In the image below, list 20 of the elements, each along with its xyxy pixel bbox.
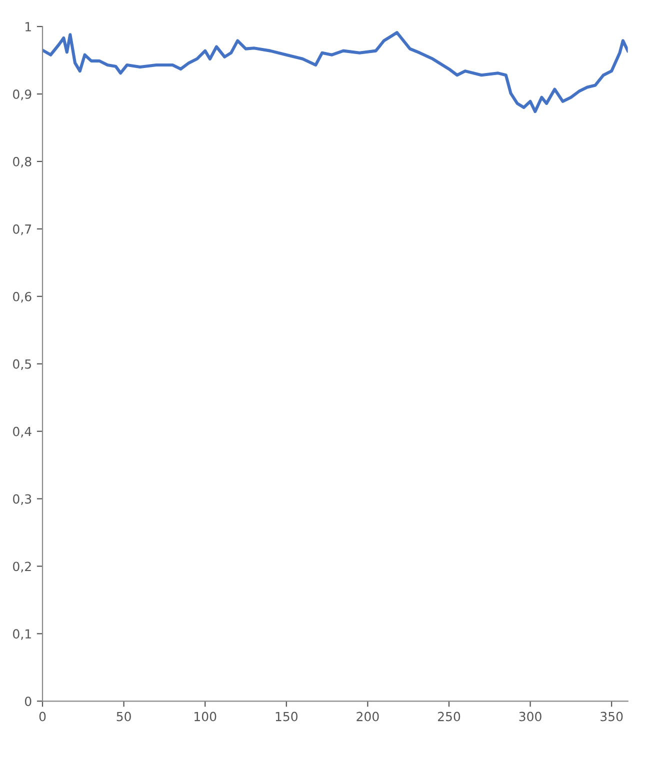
x-tick-label: 200 (356, 712, 379, 722)
x-tick-label: 50 (116, 712, 131, 722)
line-series (42, 31, 628, 114)
x-tick-label: 0 (39, 712, 46, 722)
x-tick-label: 100 (194, 712, 216, 722)
x-tick-label: 300 (519, 712, 542, 722)
y-tick-label: 0,6 (13, 292, 32, 303)
y-tick-label: 0,4 (13, 426, 32, 438)
y-tick-label: 0,2 (13, 562, 31, 572)
x-tick-label: 150 (276, 712, 298, 722)
y-tick-label: 0,5 (13, 359, 31, 370)
y-tick-label: 1 (26, 22, 31, 32)
x-tick-label: 350 (600, 712, 623, 722)
y-tick-label: 0,1 (13, 629, 31, 640)
y-tick-label: 0 (24, 696, 32, 706)
y-tick-label: 0,7 (13, 224, 32, 236)
y-tick-label: 0,9 (13, 89, 32, 100)
y-tick-label: 0,3 (13, 494, 32, 505)
y-tick-label: 0,8 (13, 156, 32, 168)
x-tick-label: 250 (438, 712, 460, 722)
